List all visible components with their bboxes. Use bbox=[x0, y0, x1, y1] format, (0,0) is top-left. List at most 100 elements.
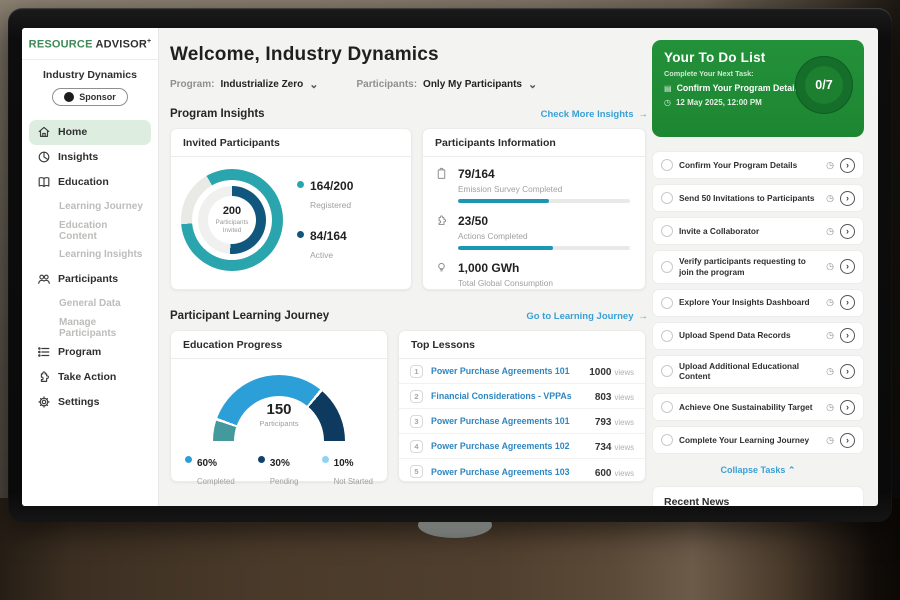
task-list: Confirm Your Program Details ◷ › Send 50… bbox=[652, 151, 864, 455]
section-title: Program Insights bbox=[170, 108, 265, 120]
task-checkbox[interactable] bbox=[661, 225, 673, 237]
lesson-link[interactable]: Financial Considerations - VPPAs bbox=[431, 391, 572, 401]
task-checkbox[interactable] bbox=[661, 159, 673, 171]
gear-icon bbox=[37, 395, 51, 409]
task-checkbox[interactable] bbox=[661, 401, 673, 414]
lesson-link[interactable]: Power Purchase Agreements 101 bbox=[431, 416, 570, 426]
task-row[interactable]: Invite a Collaborator ◷ › bbox=[652, 217, 864, 245]
due-date-label: 12 May 2025, 12:00 PM bbox=[675, 98, 762, 107]
task-row[interactable]: Upload Spend Data Records ◷ › bbox=[652, 321, 864, 350]
task-open-button[interactable]: › bbox=[840, 190, 855, 206]
arrow-right-icon: → bbox=[638, 108, 649, 120]
lesson-row[interactable]: 2 Financial Considerations - VPPAs 803 vi… bbox=[399, 384, 645, 409]
sidebar-item-learning-insights[interactable]: Learning Insights bbox=[29, 243, 151, 267]
lesson-rank: 3 bbox=[410, 414, 423, 428]
clock-icon: ◷ bbox=[826, 261, 834, 272]
sidebar-item-label: General Data bbox=[59, 298, 121, 310]
sidebar-item-take-action[interactable]: Take Action bbox=[29, 365, 151, 390]
lesson-row[interactable]: 3 Power Purchase Agreements 101 793 views bbox=[399, 409, 645, 434]
sidebar-item-general-data[interactable]: General Data bbox=[29, 292, 151, 316]
task-open-button[interactable]: › bbox=[840, 223, 855, 239]
task-checkbox[interactable] bbox=[661, 260, 673, 273]
task-row[interactable]: Explore Your Insights Dashboard ◷ › bbox=[652, 288, 864, 317]
progress-track bbox=[458, 199, 630, 203]
clock-icon: ◷ bbox=[826, 365, 834, 376]
main-content: Welcome, Industry Dynamics Program: Indu… bbox=[168, 28, 650, 506]
progress-track bbox=[458, 246, 630, 250]
check-more-insights-link[interactable]: Check More Insights → bbox=[541, 109, 648, 120]
chevron-right-icon: › bbox=[846, 330, 849, 341]
task-checkbox[interactable] bbox=[661, 296, 673, 309]
task-icon: ▤ bbox=[664, 83, 672, 93]
sidebar-item-insights[interactable]: Insights bbox=[29, 145, 151, 170]
task-checkbox[interactable] bbox=[661, 329, 673, 342]
todo-progress-ring: 0/7 bbox=[795, 56, 853, 114]
task-label: Explore Your Insights Dashboard bbox=[679, 297, 810, 308]
task-open-button[interactable]: › bbox=[840, 157, 855, 173]
clock-icon: ◷ bbox=[826, 330, 834, 341]
chevron-right-icon: › bbox=[846, 192, 849, 203]
task-open-button[interactable]: › bbox=[840, 328, 855, 344]
lesson-link[interactable]: Power Purchase Agreements 101 bbox=[431, 366, 570, 376]
recent-news-title: Recent News bbox=[664, 496, 730, 506]
legend-value: 84/164 bbox=[310, 229, 347, 243]
list-icon bbox=[37, 345, 51, 359]
sidebar-item-education[interactable]: Education bbox=[29, 170, 151, 195]
task-open-button[interactable]: › bbox=[840, 399, 855, 415]
task-open-button[interactable]: › bbox=[840, 363, 855, 379]
task-open-button[interactable]: › bbox=[840, 432, 855, 448]
chevron-down-icon[interactable]: ⌄ bbox=[309, 79, 319, 91]
sidebar-item-learning-journey[interactable]: Learning Journey bbox=[29, 195, 151, 219]
task-row[interactable]: Complete Your Learning Journey ◷ › bbox=[652, 426, 864, 455]
task-open-button[interactable]: › bbox=[840, 259, 855, 275]
sidebar-item-education-content[interactable]: Education Content bbox=[29, 219, 151, 243]
sidebar-item-label: Participants bbox=[58, 273, 119, 286]
program-filter-value[interactable]: Industrialize Zero bbox=[220, 79, 304, 90]
lesson-row[interactable]: 4 Power Purchase Agreements 102 734 views bbox=[399, 434, 645, 459]
sidebar: RESOURCE ADVISOR+ Industry Dynamics Spon… bbox=[22, 28, 159, 506]
task-row[interactable]: Send 50 Invitations to Participants ◷ › bbox=[652, 184, 864, 212]
page-title: Welcome, Industry Dynamics bbox=[170, 44, 439, 65]
lesson-row[interactable]: 1 Power Purchase Agreements 101 1000 view… bbox=[399, 359, 645, 384]
card-title: Education Progress bbox=[171, 331, 387, 359]
task-checkbox[interactable] bbox=[661, 192, 673, 204]
next-task-label: Confirm Your Program Details bbox=[676, 83, 802, 93]
link-label: Go to Learning Journey bbox=[526, 310, 634, 322]
task-row[interactable]: Upload Additional Educational Content ◷ … bbox=[652, 354, 864, 389]
todo-subtitle: Complete Your Next Task: bbox=[664, 69, 754, 78]
lesson-link[interactable]: Power Purchase Agreements 103 bbox=[431, 466, 570, 477]
task-checkbox[interactable] bbox=[661, 365, 673, 378]
legend-not-started: 10% Not Started bbox=[321, 453, 373, 489]
task-checkbox[interactable] bbox=[661, 434, 673, 447]
collapse-tasks-link[interactable]: Collapse Tasks ⌃ bbox=[652, 465, 864, 476]
sponsor-icon bbox=[64, 91, 75, 102]
sidebar-item-home[interactable]: Home bbox=[29, 119, 151, 145]
task-row[interactable]: Verify participants requesting to join t… bbox=[652, 250, 864, 284]
task-open-button[interactable]: › bbox=[840, 295, 855, 311]
progress-fill bbox=[458, 246, 553, 250]
legend-label: Pending bbox=[269, 477, 299, 486]
learning-journey-section: Participant Learning Journey Go to Learn… bbox=[170, 310, 648, 322]
sidebar-item-settings[interactable]: Settings bbox=[29, 390, 151, 415]
gauge-legend: 60% Completed 30% Pending 10% Not Starte… bbox=[171, 441, 387, 489]
task-row[interactable]: Achieve One Sustainability Target ◷ › bbox=[652, 393, 864, 422]
lesson-row[interactable]: 5 Power Purchase Agreements 103 600 views bbox=[399, 459, 645, 484]
participants-filter-value[interactable]: Only My Participants bbox=[423, 79, 522, 90]
monitor-bezel: RESOURCE ADVISOR+ Industry Dynamics Spon… bbox=[8, 8, 892, 522]
legend-pending: 30% Pending bbox=[257, 453, 299, 489]
lesson-views: 1000 bbox=[589, 367, 612, 378]
sidebar-item-participants[interactable]: Participants bbox=[29, 267, 151, 292]
dashboard-screen: RESOURCE ADVISOR+ Industry Dynamics Spon… bbox=[22, 28, 878, 506]
task-row[interactable]: Confirm Your Program Details ◷ › bbox=[652, 151, 864, 179]
legend-label: Not Started bbox=[333, 477, 373, 486]
lesson-link[interactable]: Power Purchase Agreements 102 bbox=[431, 441, 570, 451]
brand-primary: RESOURCE bbox=[28, 38, 93, 51]
go-to-learning-journey-link[interactable]: Go to Learning Journey → bbox=[526, 311, 648, 322]
sidebar-item-manage-participants[interactable]: Manage Participants bbox=[29, 316, 151, 340]
education-progress-card: Education Progress 150 Participants 60% bbox=[170, 330, 388, 486]
chevron-down-icon[interactable]: ⌄ bbox=[527, 79, 538, 91]
lesson-rank: 5 bbox=[410, 465, 423, 478]
sidebar-item-program[interactable]: Program bbox=[29, 340, 151, 365]
sponsor-badge[interactable]: Sponsor bbox=[52, 87, 128, 106]
